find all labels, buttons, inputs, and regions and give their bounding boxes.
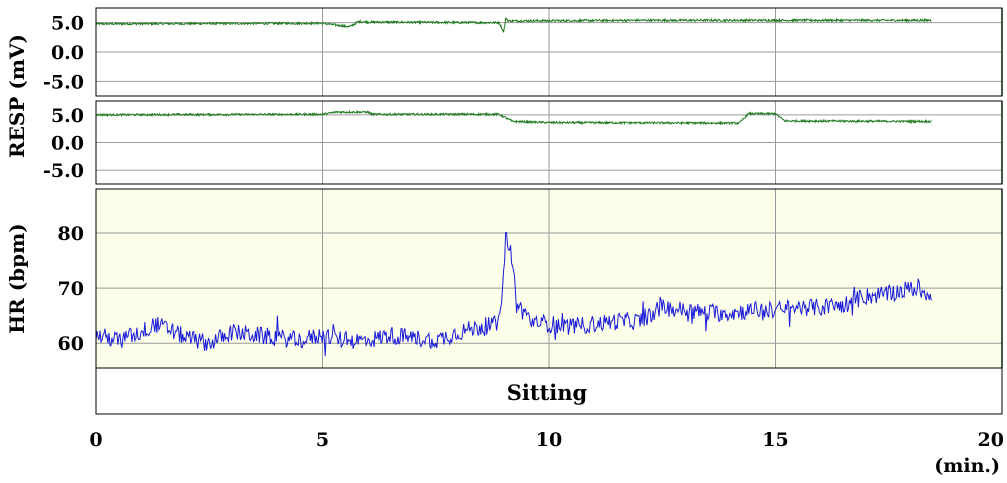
y-tick-label: 0.0 <box>51 133 84 155</box>
x-axis: 0 5 10 15 20 <box>89 429 1004 451</box>
panel-3: 80 70 60 HR (bpm) <box>5 188 1003 369</box>
y-tick-label: 5.0 <box>51 13 84 35</box>
y-tick-label: 80 <box>58 223 84 245</box>
series-line <box>95 109 932 126</box>
panel-1: 5.0 0.0 -5.0 RESP (mV) <box>5 7 1003 158</box>
y-tick-label: 0.0 <box>51 42 84 64</box>
condition-box: Sitting <box>95 367 1003 415</box>
y-tick-label: 70 <box>58 278 84 300</box>
y-axis-label: HR (bpm) <box>5 223 29 334</box>
series-line <box>95 232 932 357</box>
panel-frame <box>95 7 1003 97</box>
x-axis-unit: (min.) <box>934 455 1000 477</box>
x-tick-label: 5 <box>316 429 329 451</box>
y-tick-label: -5.0 <box>43 160 84 182</box>
y-tick-label: -5.0 <box>43 71 84 93</box>
y-tick-label: 60 <box>58 333 84 355</box>
x-tick-label: 15 <box>762 429 788 451</box>
x-tick-label: 20 <box>978 429 1004 451</box>
series-line <box>95 17 932 33</box>
x-tick-label: 0 <box>89 429 102 451</box>
condition-label: Sitting <box>507 380 588 405</box>
panel-frame <box>95 100 1003 185</box>
x-tick-label: 10 <box>536 429 562 451</box>
chart-panels: 5.0 0.0 -5.0 RESP (mV) 5.0 0.0 -5.0 80 70 60 HR (b… <box>5 7 1003 369</box>
y-axis-label: RESP (mV) <box>5 34 29 158</box>
y-tick-label: 5.0 <box>51 105 84 127</box>
panel-2: 5.0 0.0 -5.0 <box>43 100 1003 185</box>
